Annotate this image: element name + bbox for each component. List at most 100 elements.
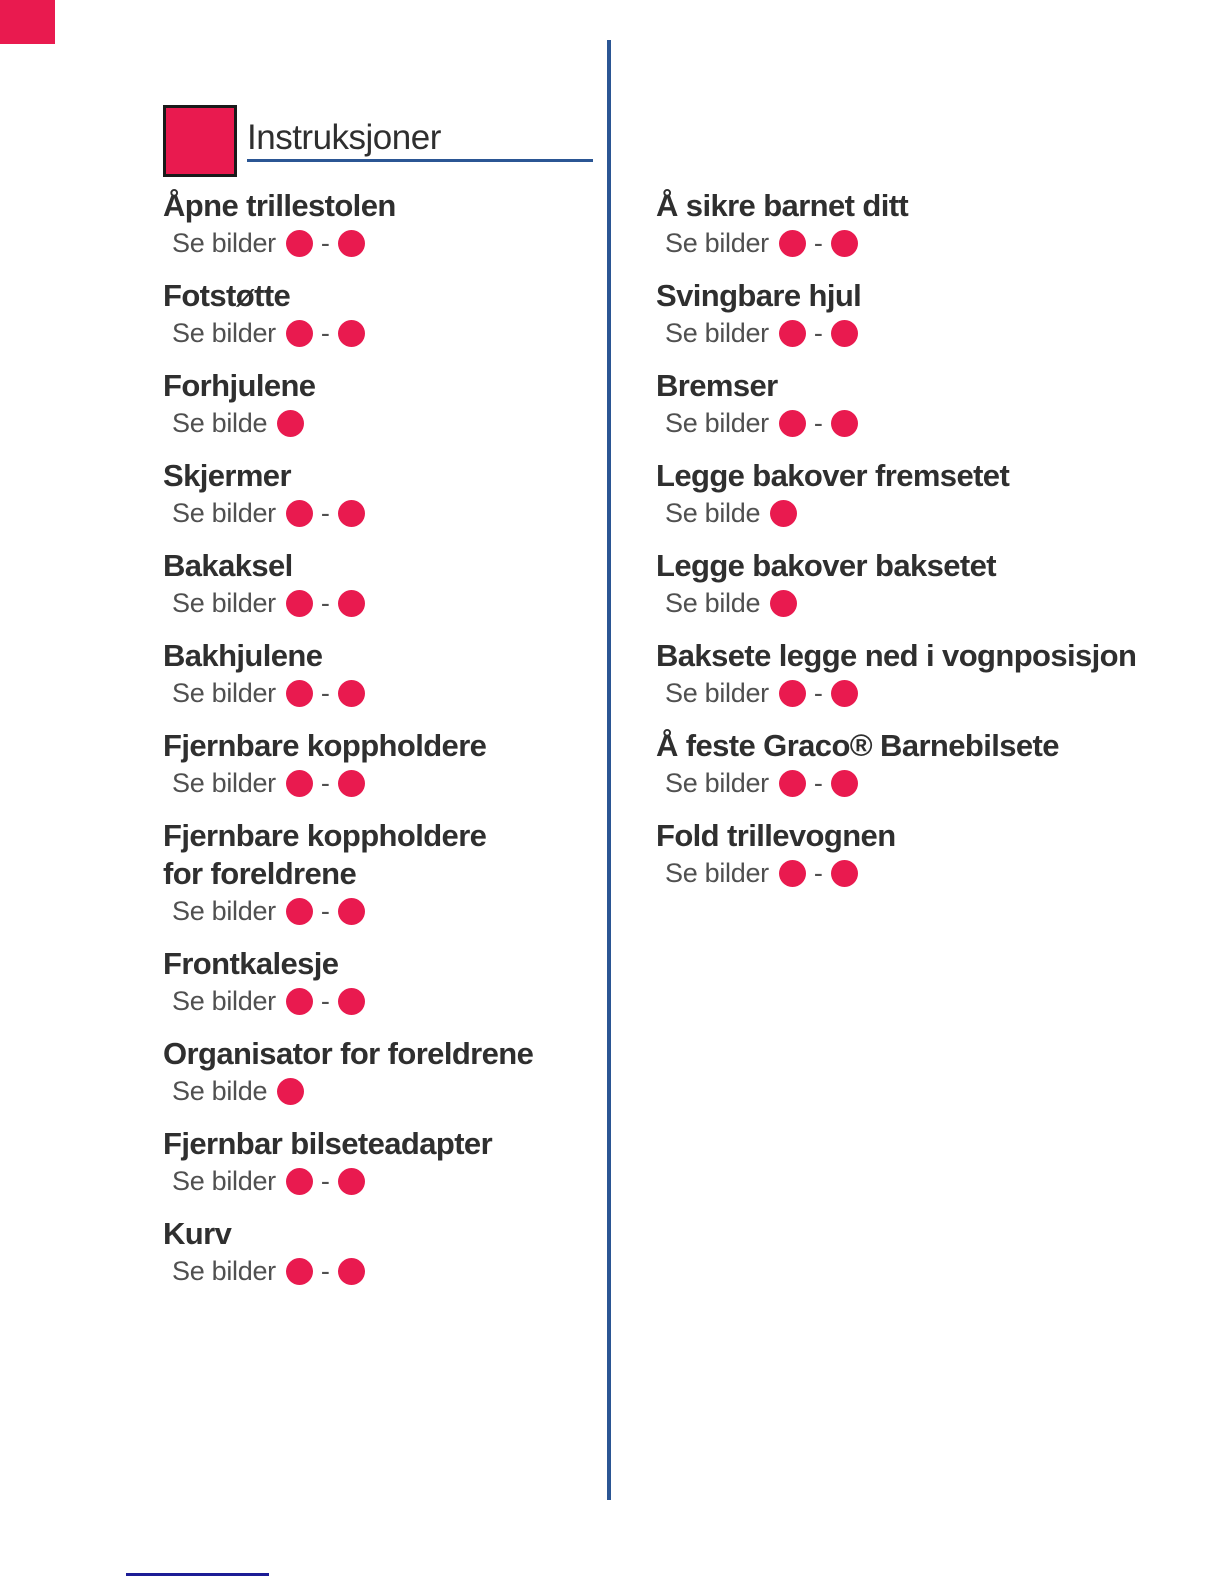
toc-entry-title-line: Å feste Graco® Barnebilsete [656,728,1060,763]
figure-number-dot-icon [285,898,313,925]
toc-entry-title-line: Legge bakover baksetet [656,548,997,583]
dash-separator: - [813,678,823,708]
figure-number-dot-icon [285,1258,313,1285]
figure-number-dot-icon [337,230,365,257]
see-images-label: Se bilder [172,498,276,528]
figure-number-dot-icon [285,988,313,1015]
dash-separator: - [813,408,823,438]
see-images-line: Se bilde [172,1075,608,1108]
figure-number-dot-icon [337,500,365,527]
dash-separator: - [813,768,823,798]
see-images-label: Se bilder [665,678,769,708]
figure-number-dot-icon [337,1258,365,1285]
figure-number-dot-icon [830,680,858,707]
dash-separator: - [320,1256,330,1286]
see-images-label: Se bilder [665,408,769,438]
figure-number-dot-icon [830,770,858,797]
toc-entry: Bakaksel Se bilder - [163,547,608,620]
see-images-label: Se bilde [665,498,761,528]
figure-number-dot-icon [337,988,365,1015]
see-images-line: Se bilder - [172,587,608,620]
figure-number-dot-icon [277,1078,305,1105]
toc-entry: Å feste Graco® Barnebilsete Se bilder - [656,727,1221,800]
see-images-line: Se bilde [665,587,1221,620]
toc-entry: Kurv Se bilder - [163,1215,608,1288]
toc-entry: Bakhjulene Se bilder - [163,637,608,710]
toc-entry: Åpne trillestolen Se bilder - [163,187,608,260]
column-divider-line [607,40,611,1500]
see-images-label: Se bilder [172,318,276,348]
see-images-line: Se bilder - [172,1255,608,1288]
see-images-line: Se bilde [665,497,1221,530]
footer-rule-line [126,1573,269,1576]
figure-number-dot-icon [337,1168,365,1195]
dash-separator: - [320,318,330,348]
toc-entry: Baksete legge ned i vognposisjon Se bild… [656,637,1221,710]
toc-left-column: Åpne trillestolen Se bilder - Fotstøtte … [163,187,608,1305]
figure-number-dot-icon [830,860,858,887]
see-images-line: Se bilder - [665,677,1221,710]
see-images-line: Se bilder - [172,767,608,800]
see-images-line: Se bilder - [665,857,1221,890]
toc-entry: Fold trillevognen Se bilder - [656,817,1221,890]
toc-entry-title: Bremser [656,367,1221,405]
toc-entry-title-line: Bakaksel [163,548,293,583]
see-images-label: Se bilder [665,768,769,798]
toc-entry-title-line: Fold trillevognen [656,818,896,853]
dash-separator: - [320,768,330,798]
figure-number-dot-icon [778,860,806,887]
dash-separator: - [320,228,330,258]
section-square-icon [163,105,237,177]
toc-entry: Organisator for foreldrene Se bilde [163,1035,608,1108]
figure-number-dot-icon [285,500,313,527]
dash-separator: - [813,318,823,348]
see-images-label: Se bilder [665,228,769,258]
figure-number-dot-icon [285,1168,313,1195]
figure-number-dot-icon [778,230,806,257]
page-title: Instruksjoner [247,118,441,157]
see-images-label: Se bilder [172,228,276,258]
figure-number-dot-icon [337,590,365,617]
toc-entry-title: Legge bakover baksetet [656,547,1221,585]
toc-entry: Frontkalesje Se bilder - [163,945,608,1018]
figure-number-dot-icon [778,320,806,347]
page-corner-tab [0,0,55,44]
toc-entry-title: Fjernbare koppholdere for foreldrene [163,817,608,893]
figure-number-dot-icon [285,770,313,797]
toc-entry: Fjernbare koppholdere for foreldrene Se b… [163,817,608,928]
see-images-line: Se bilder - [172,1165,608,1198]
toc-entry-title: Svingbare hjul [656,277,1221,315]
toc-entry-title-line: Å sikre barnet ditt [656,188,909,223]
toc-entry-title-line: Organisator for foreldrene [163,1036,534,1071]
see-images-label: Se bilder [172,1256,276,1286]
see-images-line: Se bilder - [172,985,608,1018]
figure-number-dot-icon [778,680,806,707]
figure-number-dot-icon [285,590,313,617]
figure-number-dot-icon [337,770,365,797]
toc-entry: Forhjulene Se bilde [163,367,608,440]
toc-entry: Legge bakover fremsetet Se bilde [656,457,1221,530]
see-images-label: Se bilder [172,896,276,926]
toc-entry-title: Kurv [163,1215,608,1253]
dash-separator: - [320,588,330,618]
toc-entry-title: Fjernbar bilseteadapter [163,1125,608,1163]
see-images-line: Se bilde [172,407,608,440]
see-images-label: Se bilde [172,408,268,438]
toc-entry-title: Fjernbare koppholdere [163,727,608,765]
see-images-label: Se bilder [172,588,276,618]
figure-number-dot-icon [778,410,806,437]
see-images-label: Se bilder [172,986,276,1016]
see-images-line: Se bilder - [172,895,608,928]
see-images-line: Se bilder - [665,317,1221,350]
toc-entry: Svingbare hjul Se bilder - [656,277,1221,350]
figure-number-dot-icon [285,680,313,707]
toc-entry-title-line: Fjernbare koppholdere [163,818,487,853]
figure-number-dot-icon [770,590,798,617]
toc-entry-title: Bakaksel [163,547,608,585]
toc-entry: Fotstøtte Se bilder - [163,277,608,350]
figure-number-dot-icon [830,410,858,437]
toc-entry-title-line: Legge bakover fremsetet [656,458,1010,493]
toc-entry-title: Fotstøtte [163,277,608,315]
toc-entry-title: Forhjulene [163,367,608,405]
title-underline [247,159,593,162]
